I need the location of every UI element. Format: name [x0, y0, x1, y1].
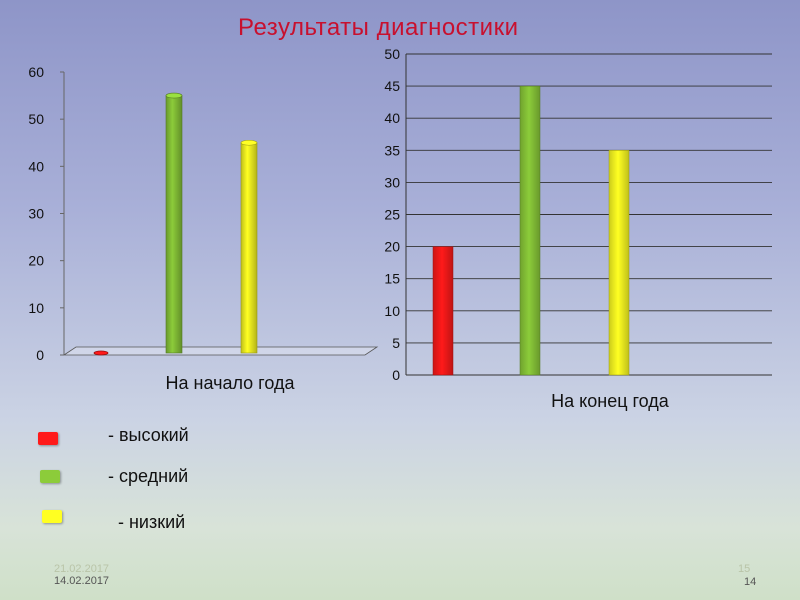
chart2-bar-high: [432, 246, 454, 376]
footer-page-ghost: 15: [738, 563, 751, 575]
legend-swatch-high: [38, 432, 58, 445]
chart2-y-tick-label: 0: [392, 367, 400, 383]
chart-start-of-year: 0 10 20 30 40 50 60 На начало года: [28, 64, 379, 393]
chart1-y-tick-label: 30: [28, 206, 44, 222]
chart2-x-label: На конец года: [551, 391, 670, 411]
chart1-y-tick-label: 0: [36, 347, 44, 363]
chart1-y-tick-label: 60: [28, 64, 44, 80]
chart2-y-tick-label: 10: [384, 303, 400, 319]
chart-title: Результаты диагностики: [238, 14, 519, 41]
chart2-y-tick-label: 40: [384, 110, 400, 126]
chart2-bar-medium: [519, 85, 541, 376]
chart2-y-tick-label: 50: [384, 46, 400, 62]
chart2-y-tick-label: 45: [384, 78, 400, 94]
chart1-y-tick-label: 20: [28, 253, 44, 269]
legend-label-high: - высокий: [108, 425, 189, 445]
chart2-y-tick-label: 5: [392, 335, 400, 351]
footer-date-ghost: 21.02.2017: [54, 563, 110, 575]
legend-swatch-medium: [40, 470, 60, 483]
chart2-y-tick-label: 35: [384, 142, 400, 158]
chart2-y-tick-label: 20: [384, 239, 400, 255]
chart1-bar-top-medium: [165, 92, 183, 99]
legend-swatch-low: [42, 510, 62, 523]
chart2-bar-low: [608, 150, 630, 376]
chart-end-of-year: 0 5 10 15 20 25 30 35 40 45 50 На конец года: [384, 46, 772, 411]
chart2-y-tick-label: 15: [384, 271, 400, 287]
chart1-y-tick-label: 40: [28, 158, 44, 174]
chart2-y-tick-label: 30: [384, 174, 400, 190]
chart1-x-label: На начало года: [166, 373, 296, 393]
footer-page-number: 14: [744, 576, 757, 588]
chart1-y-tick-label: 50: [28, 111, 44, 127]
footer-date: 14.02.2017: [54, 575, 110, 587]
legend-label-low: - низкий: [118, 512, 186, 532]
chart1-bar-top-low: [240, 139, 258, 146]
chart1-floor: [62, 346, 379, 356]
chart1-bar-high: [93, 350, 109, 356]
chart1-bar-medium: [165, 95, 183, 354]
chart2-y-tick-label: 25: [384, 207, 400, 223]
legend-label-medium: - средний: [108, 466, 189, 486]
chart1-y-tick-label: 10: [28, 300, 44, 316]
chart1-bar-low: [240, 142, 258, 354]
